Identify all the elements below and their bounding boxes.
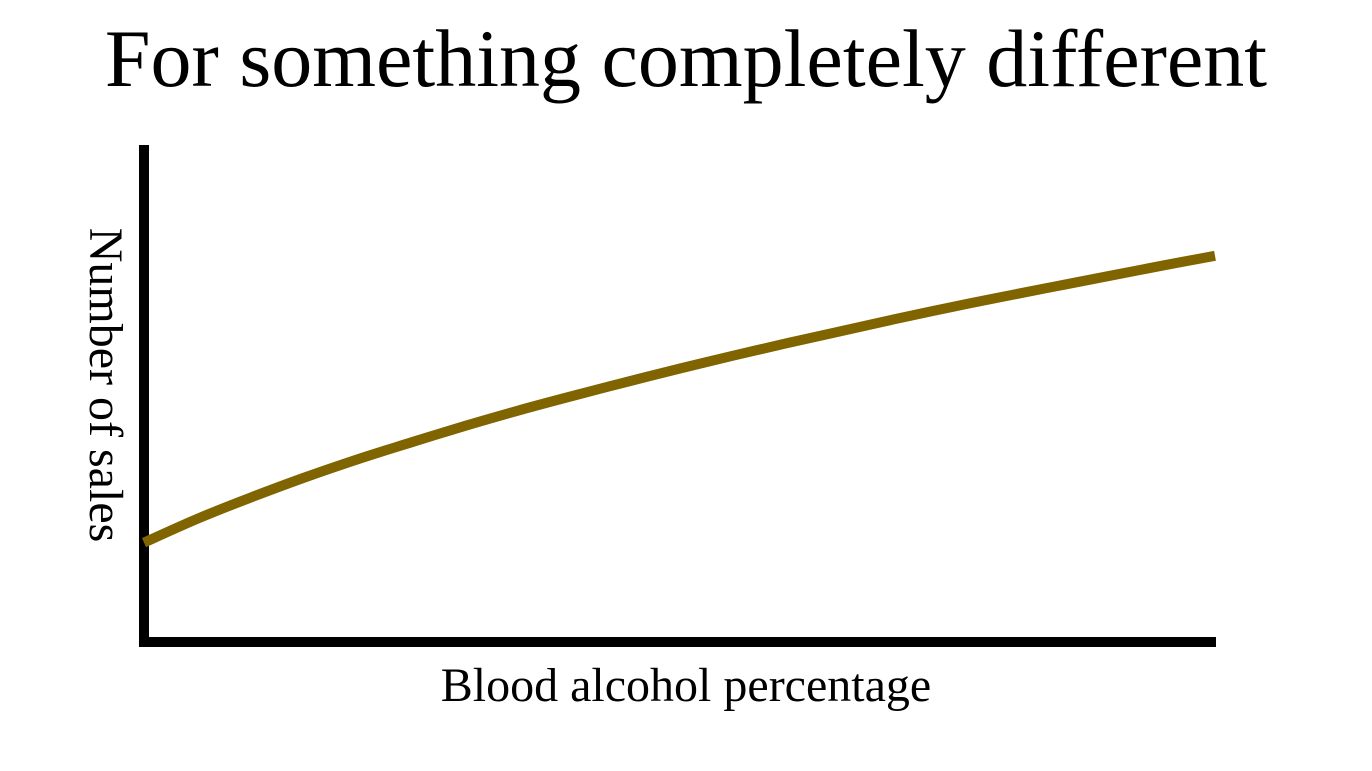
chart-title: For something completely different [105, 13, 1267, 104]
series-line [141, 250, 1216, 548]
plot-area [139, 145, 1216, 647]
x-axis-label: Blood alcohol percentage [441, 659, 931, 712]
y-axis-label: Number of sales [79, 228, 132, 543]
